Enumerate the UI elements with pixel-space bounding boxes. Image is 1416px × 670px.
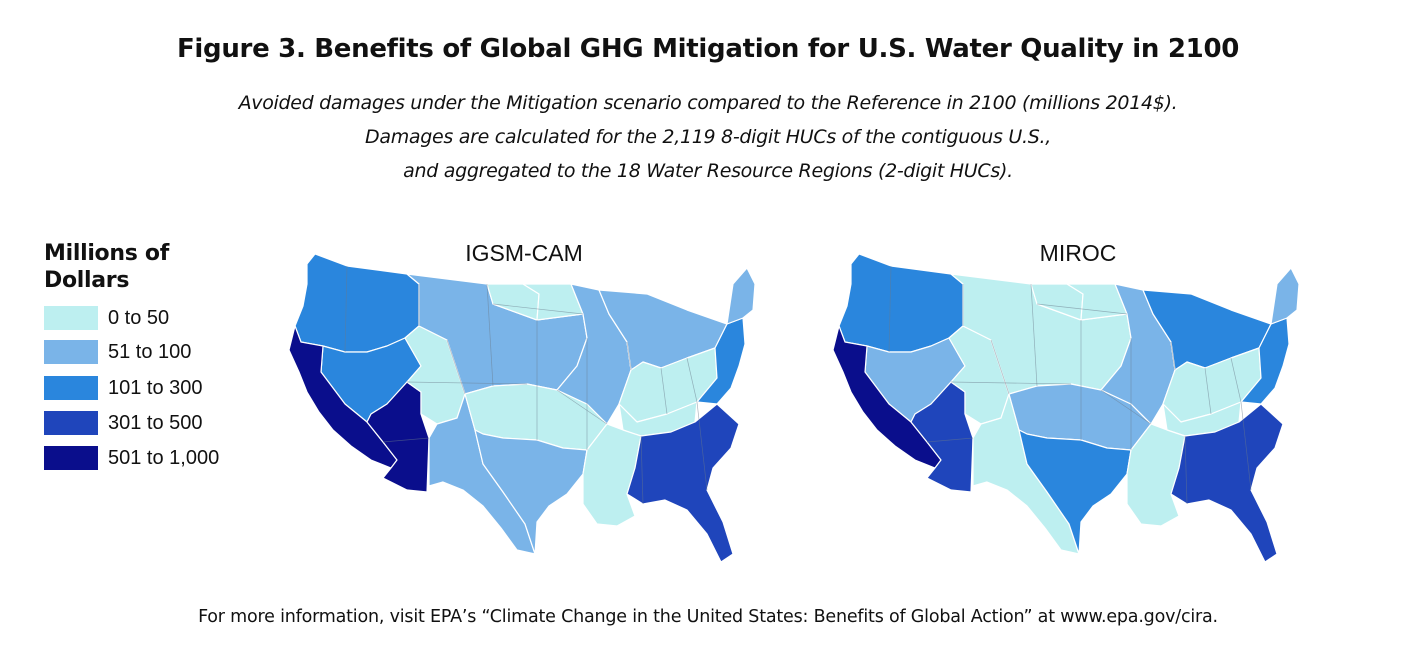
- legend-label: 0 to 50: [108, 307, 170, 329]
- map-title-igsm-cam: IGSM-CAM: [465, 240, 583, 266]
- legend-label: 51 to 100: [108, 341, 192, 363]
- region-pacific-northwest: [294, 254, 420, 353]
- state-line: [1184, 435, 1188, 505]
- region-lower-mississippi: [1126, 423, 1186, 527]
- region-souris-red-rainy: [522, 283, 584, 321]
- state-line: [382, 437, 430, 443]
- state-line: [1204, 367, 1212, 415]
- state-line: [1100, 389, 1152, 425]
- subtitle-line-2: Damages are calculated for the 2,119 8-d…: [365, 126, 1051, 148]
- region-pacific-northwest: [838, 254, 964, 353]
- legend-title-line-1: Millions of: [44, 241, 169, 266]
- state-boundaries: [344, 265, 708, 505]
- state-line: [556, 389, 608, 425]
- region-south-atlantic-gulf: [1170, 403, 1284, 563]
- legend-swatch: [44, 446, 98, 470]
- map-title-miroc: MIROC: [1039, 240, 1117, 266]
- region-south-atlantic-gulf: [626, 403, 740, 563]
- state-boundaries: [888, 265, 1252, 505]
- region-lower-mississippi: [582, 423, 642, 527]
- state-line: [888, 265, 892, 353]
- state-line: [660, 367, 668, 415]
- state-line: [1170, 341, 1176, 371]
- state-line: [626, 341, 632, 371]
- region-lower-colorado: [910, 381, 974, 493]
- state-line: [406, 381, 528, 385]
- region-texas-gulf: [474, 429, 588, 555]
- state-line: [696, 401, 708, 491]
- state-line: [640, 435, 644, 505]
- state-line: [492, 303, 584, 315]
- state-line: [1036, 303, 1128, 315]
- legend-label: 301 to 500: [108, 412, 203, 434]
- state-line: [950, 381, 1072, 385]
- state-line: [686, 357, 698, 403]
- legend-swatch: [44, 376, 98, 400]
- state-line: [926, 437, 974, 443]
- map-igsm-cam: [288, 254, 756, 563]
- state-line: [486, 283, 494, 387]
- state-line: [1030, 283, 1038, 387]
- legend-label: 501 to 1,000: [108, 447, 220, 469]
- state-line: [1230, 357, 1242, 403]
- footer-note: For more information, visit EPA’s “Clima…: [198, 607, 1218, 627]
- state-line: [990, 339, 1010, 395]
- subtitle-line-1: Avoided damages under the Mitigation sce…: [238, 92, 1178, 114]
- legend-swatch: [44, 340, 98, 364]
- map-miroc: [832, 254, 1300, 563]
- legend-title-line-2: Dollars: [44, 268, 130, 293]
- region-lower-colorado: [366, 381, 430, 493]
- figure-title: Figure 3. Benefits of Global GHG Mitigat…: [176, 34, 1240, 64]
- region-new-england: [726, 267, 756, 325]
- legend-swatch: [44, 411, 98, 435]
- legend-label: 101 to 300: [108, 377, 203, 399]
- region-new-england: [1270, 267, 1300, 325]
- region-souris-red-rainy: [1066, 283, 1128, 321]
- state-line: [1240, 401, 1252, 491]
- region-texas-gulf: [1018, 429, 1132, 555]
- legend-swatch: [44, 306, 98, 330]
- state-line: [344, 265, 348, 353]
- state-line: [446, 339, 466, 395]
- legend-title: Millions of Dollars: [44, 240, 169, 294]
- subtitle-line-3: and aggregated to the 18 Water Resource …: [403, 160, 1013, 182]
